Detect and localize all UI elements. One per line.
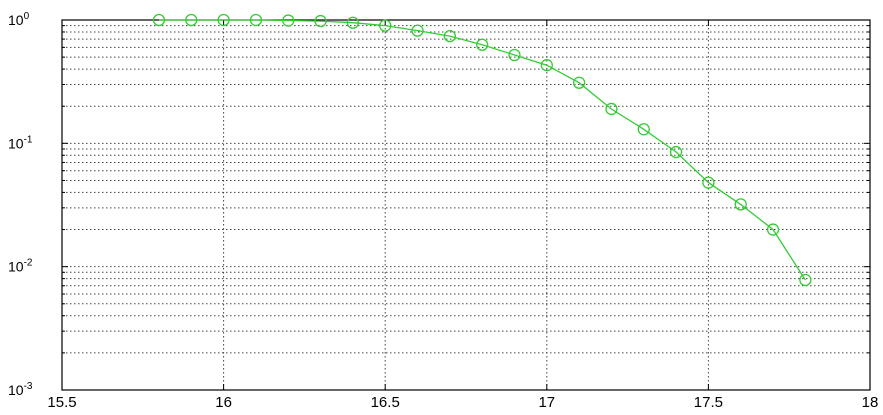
data-point-marker	[411, 24, 424, 37]
y-tick-label: 10-1	[8, 134, 33, 151]
x-tick-label: 18	[862, 394, 879, 410]
data-point-marker	[282, 14, 295, 27]
data-point-marker	[572, 76, 586, 89]
data-point-marker	[314, 14, 327, 28]
plot-frame	[61, 19, 871, 391]
x-tick-label: 15.5	[47, 394, 76, 410]
x-tick-label: 16	[215, 394, 232, 410]
data-point-marker	[734, 198, 747, 211]
x-tick-label: 17	[538, 394, 555, 410]
data-point-marker	[508, 48, 521, 62]
grid	[62, 20, 870, 390]
data-point-marker	[637, 123, 650, 136]
series-line	[159, 19, 806, 281]
data-point-marker	[766, 223, 780, 236]
y-axis-tick-labels: 100 10-1 10-2 10-3	[8, 11, 33, 398]
series-layer	[152, 13, 812, 287]
data-point-marker	[379, 19, 392, 32]
data-point-marker	[443, 29, 456, 43]
data-point-marker	[476, 38, 489, 51]
data-point-marker	[152, 13, 166, 27]
axis-ticks	[61, 19, 871, 391]
x-tick-label: 17.5	[694, 394, 723, 410]
x-axis-tick-labels: 15.5 16 16.5 17 17.5 18	[47, 394, 879, 411]
x-tick-label: 16.5	[371, 394, 400, 410]
data-point-marker	[217, 13, 230, 27]
y-tick-label: 10-2	[8, 258, 33, 275]
data-point-marker	[346, 16, 360, 29]
data-point-marker	[702, 176, 715, 189]
data-point-marker	[540, 59, 553, 72]
y-tick-label: 100	[8, 11, 30, 28]
data-point-marker	[605, 102, 618, 116]
y-tick-label: 10-3	[8, 381, 33, 398]
data-point-marker	[799, 273, 812, 287]
data-point-marker	[249, 13, 263, 27]
data-point-marker	[185, 13, 198, 27]
data-point-marker	[669, 145, 683, 159]
